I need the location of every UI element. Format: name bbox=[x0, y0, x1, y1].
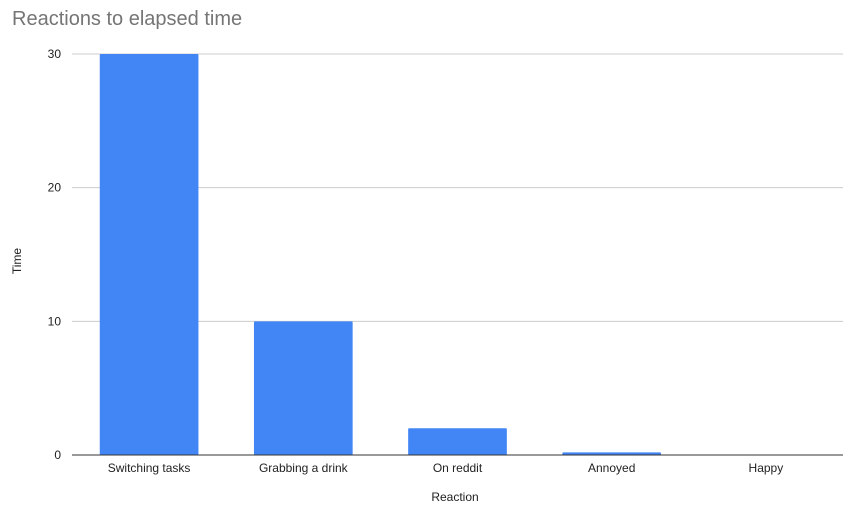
y-tick-label: 20 bbox=[48, 181, 62, 195]
y-tick-label: 0 bbox=[54, 448, 61, 462]
x-tick-label: Switching tasks bbox=[108, 461, 191, 475]
y-axis-title: Time bbox=[10, 248, 24, 275]
bar-grabbing-a-drink bbox=[253, 321, 353, 455]
x-tick-label: Annoyed bbox=[588, 461, 635, 475]
y-tick-labels: 0 10 20 30 bbox=[48, 47, 62, 462]
bars bbox=[99, 54, 662, 455]
gridlines bbox=[72, 53, 843, 322]
bar-on-reddit bbox=[408, 428, 507, 455]
bar-annoyed bbox=[562, 452, 662, 455]
y-tick-label: 10 bbox=[48, 314, 62, 328]
y-tick-label: 30 bbox=[48, 47, 62, 61]
bar-switching-tasks bbox=[99, 54, 199, 455]
x-tick-label: Grabbing a drink bbox=[259, 461, 349, 475]
x-tick-labels: Switching tasks Grabbing a drink On reddit… bbox=[108, 461, 783, 475]
x-axis-title: Reaction bbox=[431, 490, 478, 504]
x-tick-label: Happy bbox=[749, 461, 784, 475]
chart-title: Reactions to elapsed time bbox=[12, 8, 242, 30]
x-tick-label: On reddit bbox=[433, 461, 483, 475]
